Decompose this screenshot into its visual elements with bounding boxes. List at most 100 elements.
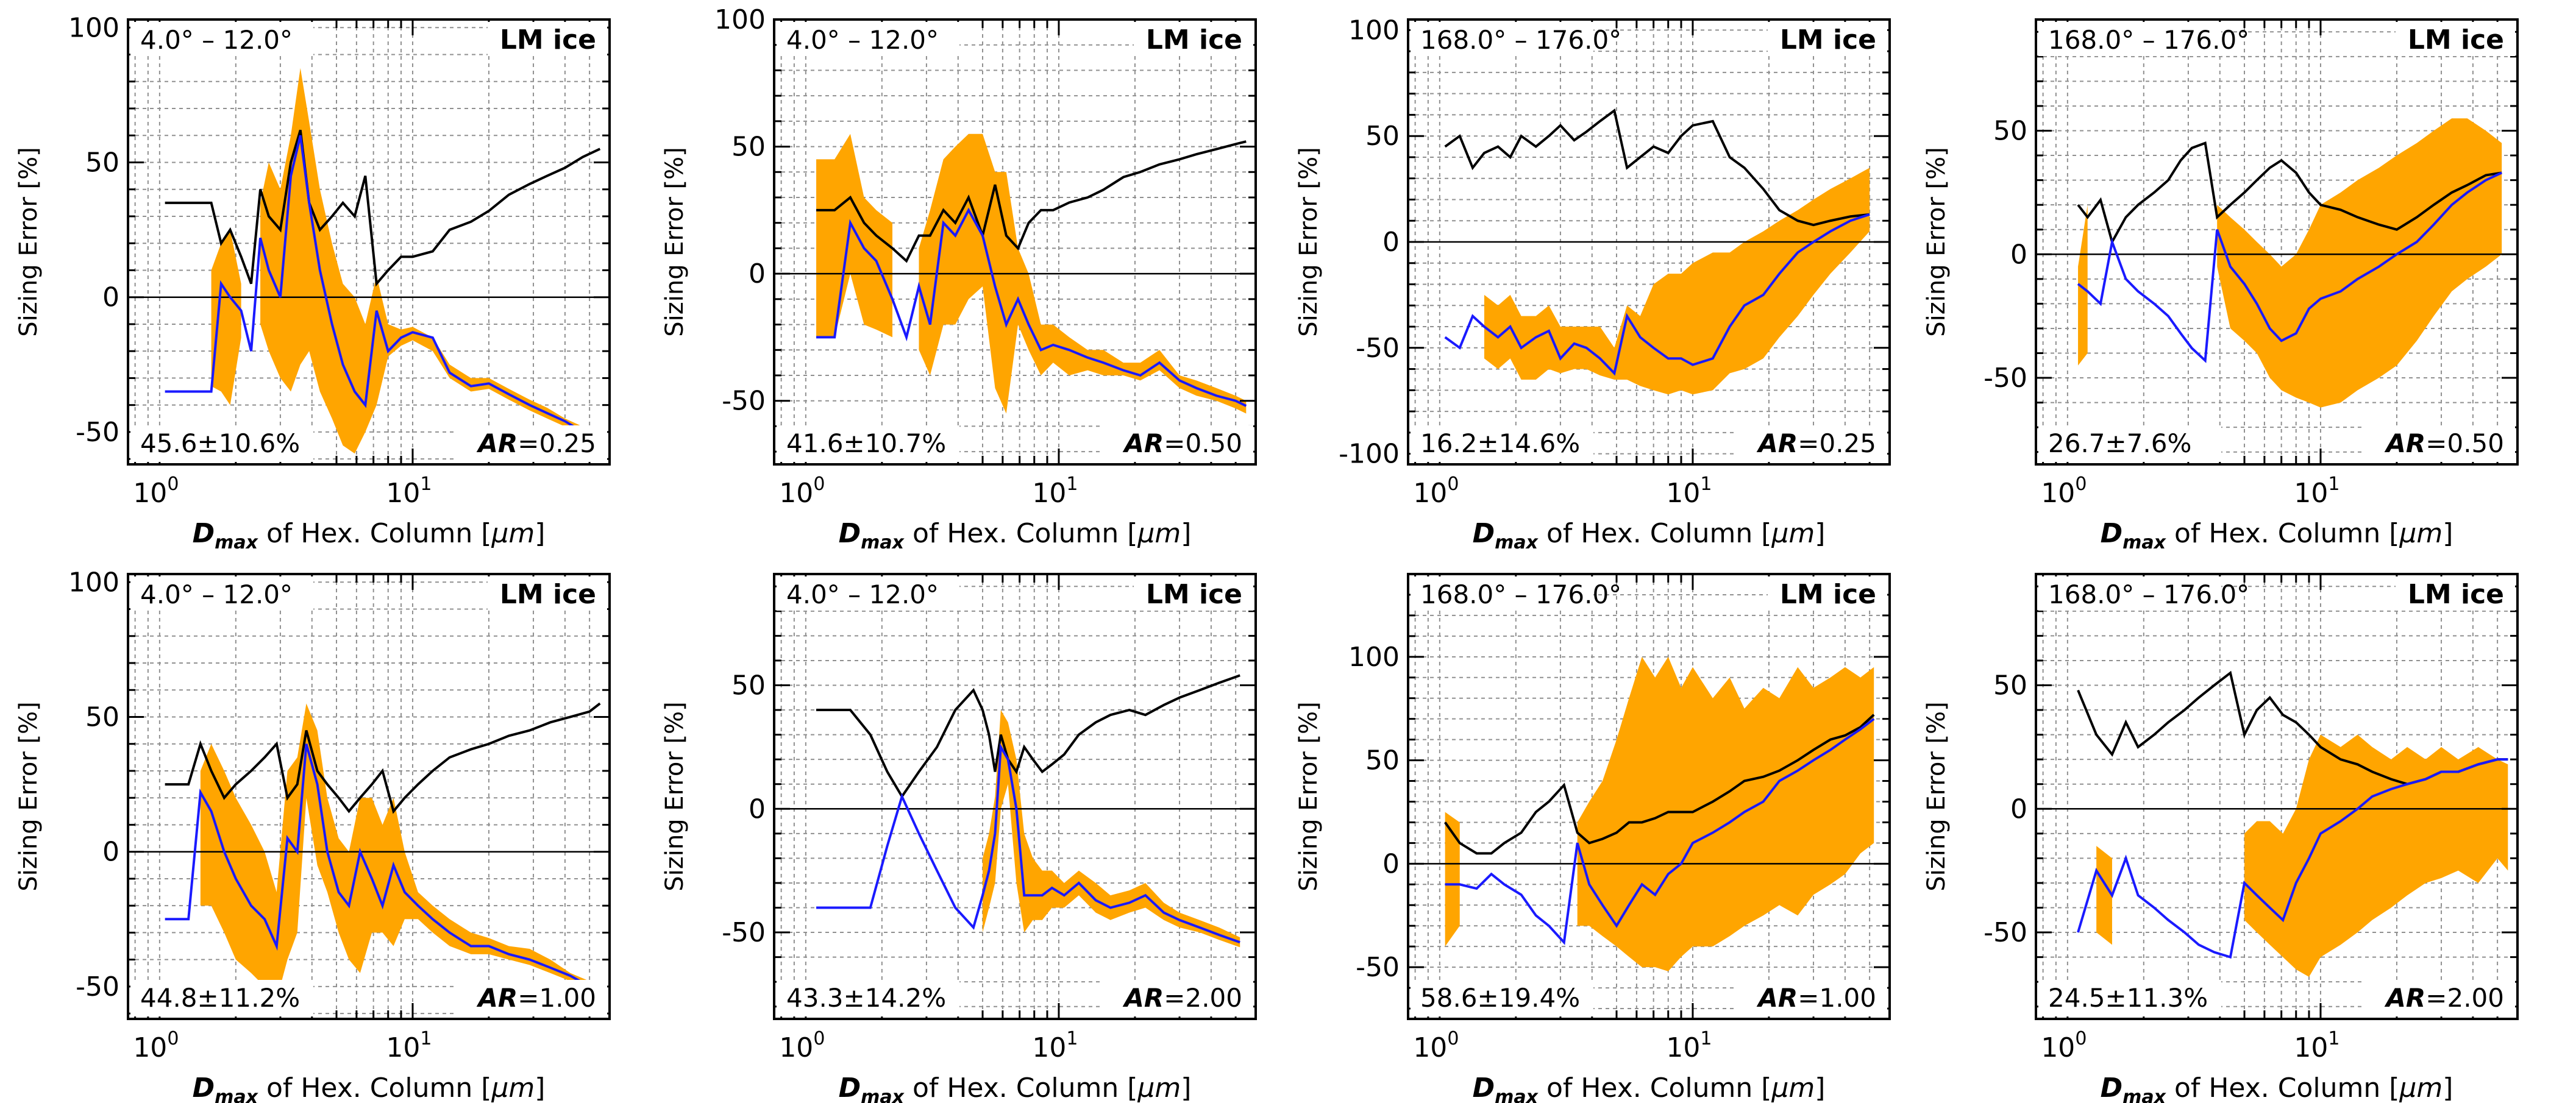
x-label-close: ] — [535, 1073, 545, 1103]
x-label-unit: μm — [491, 1073, 535, 1103]
material-label: LM ice — [2408, 24, 2504, 55]
y-tick-label: 50 — [85, 701, 119, 732]
grid — [128, 20, 610, 464]
ar-prefix: AR — [1122, 428, 1164, 458]
band-segment — [983, 710, 1240, 948]
series-mean-line — [816, 207, 1247, 407]
panel-r0c1: 100 101 -50 0 50 100 Sizing Error [%] Dmax of H… — [661, 4, 1257, 553]
y-tick-label: 50 — [1365, 745, 1400, 776]
uncertainty-band — [1484, 168, 1870, 395]
mean-error-label: 41.6±10.7% — [786, 428, 946, 458]
y-tick-label: 50 — [85, 147, 119, 178]
x-label-unit: μm — [2399, 518, 2443, 549]
x-label-symbol: D — [2101, 518, 2123, 549]
grid — [128, 574, 610, 1019]
y-tick-label: -50 — [1356, 952, 1400, 983]
material-label-bg — [488, 22, 607, 56]
x-tick-label: 100 — [133, 1028, 179, 1063]
series-mean-line — [2077, 758, 2508, 959]
material-label: LM ice — [1780, 24, 1876, 55]
y-axis-label: Sizing Error [%] — [1923, 701, 1951, 892]
y-tick-label: 0 — [1382, 227, 1400, 258]
stat-label-bg — [2038, 980, 2221, 1016]
y-tick-label: 100 — [1348, 642, 1400, 673]
x-axis-label: Dmax of Hex. Column [μm] — [193, 1073, 546, 1103]
angle-label-bg — [130, 22, 313, 56]
aspect-ratio-label: AR=0.25 — [1756, 428, 1876, 458]
x-tick-label: 101 — [386, 473, 432, 509]
x-label-symbol: D — [839, 1073, 861, 1103]
x-tick-label: 100 — [779, 1028, 825, 1063]
angle-label-bg — [777, 576, 959, 611]
y-ticks: -50 0 50 100 — [714, 4, 1256, 453]
panel-r0c3: 100 101 -50 0 50 Sizing Error [%] Dmax of Hex.… — [1923, 18, 2519, 553]
angle-range-label: 4.0° – 12.0° — [786, 25, 939, 55]
y-tick-label: 0 — [749, 258, 766, 289]
x-axis-label: Dmax of Hex. Column [μm] — [2101, 1073, 2453, 1103]
material-label: LM ice — [1146, 24, 1242, 55]
angle-range-label: 4.0° – 12.0° — [786, 580, 939, 609]
y-tick-label: -50 — [722, 917, 766, 948]
ar-value: =2.00 — [1164, 983, 1242, 1013]
angle-label-bg — [1411, 576, 1593, 611]
x-label-close: ] — [1181, 1073, 1191, 1103]
x-tick-label: 100 — [779, 473, 825, 509]
x-label-unit: μm — [1771, 1073, 1815, 1103]
aspect-ratio-label: AR=1.00 — [476, 983, 596, 1013]
angle-label-bg — [2038, 576, 2221, 611]
plot-frame — [1407, 573, 1891, 1020]
uncertainty-band — [816, 133, 1247, 414]
material-label: LM ice — [1146, 579, 1242, 610]
x-tick-label: 101 — [2294, 1028, 2339, 1063]
grid — [774, 574, 1256, 1019]
uncertainty-band — [2096, 734, 2508, 977]
ar-label-bg — [1103, 425, 1253, 462]
angle-range-label: 168.0° – 176.0° — [1420, 580, 1621, 609]
x-label-symbol: D — [1473, 518, 1495, 549]
x-label-text: of Hex. Column [ — [258, 1073, 491, 1103]
material-label-bg — [2396, 22, 2515, 56]
y-tick-label: 0 — [749, 793, 766, 825]
x-label-close: ] — [2443, 518, 2453, 549]
series-spread-line — [165, 129, 601, 287]
uncertainty-band — [211, 68, 600, 454]
mean-error-label: 58.6±19.4% — [1420, 983, 1580, 1013]
material-label: LM ice — [500, 24, 596, 55]
y-tick-label: -100 — [1339, 439, 1400, 470]
band-segment — [2096, 846, 2112, 945]
y-tick-label: 0 — [102, 282, 119, 313]
angle-label-bg — [777, 22, 959, 56]
panel-r0c0: 100 101 -50 0 50 100 Sizing Error [%] Dmax of H… — [15, 12, 611, 553]
angle-range-label: 4.0° – 12.0° — [140, 580, 293, 609]
band-segment — [2217, 118, 2502, 408]
uncertainty-band — [2078, 118, 2502, 408]
mean-error-label: 43.3±14.2% — [786, 983, 946, 1013]
aspect-ratio-label: AR=2.00 — [1122, 983, 1242, 1013]
y-tick-label: -50 — [722, 386, 766, 417]
ar-value: =0.25 — [518, 428, 596, 458]
mean-error-label: 44.8±11.2% — [140, 983, 300, 1013]
band-segment — [919, 133, 1247, 414]
y-tick-label: 100 — [1348, 15, 1400, 46]
plot-frame — [127, 18, 611, 466]
x-tick-label: 100 — [1413, 1028, 1459, 1063]
x-tick-label: 100 — [1413, 473, 1459, 509]
y-tick-label: 50 — [731, 670, 766, 701]
ar-label-bg — [2365, 425, 2515, 462]
stat-label-bg — [1411, 980, 1593, 1016]
x-label-text: of Hex. Column [ — [904, 1073, 1137, 1103]
ar-prefix: AR — [1756, 428, 1798, 458]
y-ticks: -50 0 50 — [722, 585, 1256, 1008]
band-segment — [816, 133, 893, 338]
series-spread-line — [165, 702, 601, 814]
x-label-text: of Hex. Column [ — [2166, 1073, 2399, 1103]
ar-value: =0.50 — [2425, 428, 2504, 458]
x-label-subscript: max — [1495, 532, 1539, 553]
band-segment — [1577, 656, 1874, 971]
y-tick-label: 0 — [102, 837, 119, 868]
series-mean-line — [816, 743, 1240, 944]
uncertainty-band — [983, 710, 1240, 948]
ar-label-bg — [457, 425, 607, 462]
x-tick-label: 100 — [2041, 1028, 2087, 1063]
